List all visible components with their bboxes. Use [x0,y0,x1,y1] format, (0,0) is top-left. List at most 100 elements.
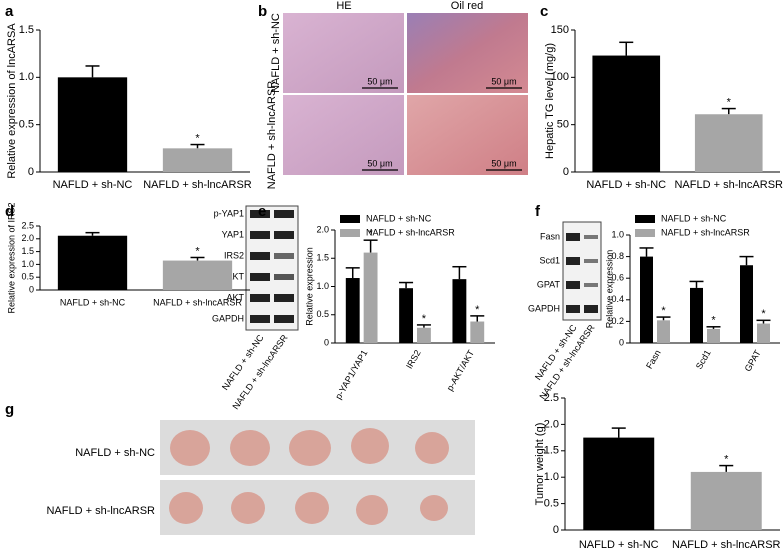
legend-label: NAFLD + sh-NC [366,213,432,223]
significance-mark: * [724,453,729,465]
y-tick-label: 2.5 [544,392,559,404]
protein-label: p-YAP1 [214,208,244,218]
y-tick-label: 0 [28,166,34,178]
y-tick-label: 1.5 [19,24,34,36]
protein-label: YAP1 [222,229,244,239]
x-tick-label: NAFLD + sh-lncARSR [674,179,783,191]
bar [399,288,413,343]
significance-mark: * [761,308,766,320]
y-tick-label: 150 [551,24,569,36]
micrograph [283,95,404,175]
panel-letter: b [258,3,267,20]
bar [583,437,655,530]
y-tick-label: 0 [324,337,329,347]
x-tick-label: p-YAP1/YAP1 [333,348,369,401]
y-tick-label: 1.0 [21,259,34,269]
y-tick-label: 1.0 [19,71,34,83]
significance-mark: * [368,228,373,240]
y-tick-label: 0 [619,337,624,347]
bar [162,260,233,290]
y-tick-label: 0 [29,284,34,294]
bar [757,323,770,343]
significance-mark: * [195,245,200,257]
bar [690,471,762,530]
y-axis-label: Relative expression of IRS2 [6,202,16,313]
lane-label: NAFLD + sh-NC [220,332,266,392]
legend-label: NAFLD + sh-lncARSR [661,227,750,237]
protein-label: GAPDH [528,303,560,313]
row-label: NAFLD + sh-lncARSR [46,505,155,517]
bar [470,321,485,343]
x-tick-label: NAFLD + sh-lncARSR [153,297,242,307]
significance-mark: * [661,305,666,317]
scale-bar-label: 50 μm [491,158,516,168]
bar [707,328,720,343]
y-tick-label: 2.5 [21,220,34,230]
y-tick-label: 2.0 [316,224,329,234]
significance-mark: * [422,313,427,325]
x-tick-label: NAFLD + sh-NC [586,179,666,191]
y-tick-label: 0.5 [19,119,34,131]
legend-label: NAFLD + sh-lncARSR [366,227,455,237]
significance-mark: * [195,132,200,144]
bar [452,279,467,343]
panel-letter: a [5,3,14,20]
x-tick-label: IRS2 [404,348,423,370]
protein-label: AKT [226,292,244,302]
y-tick-label: 0 [553,524,559,536]
y-tick-label: 1.5 [316,253,329,263]
y-tick-label: 0 [563,166,569,178]
x-tick-label: NAFLD + sh-NC [53,179,133,191]
x-tick-label: GPAT [743,348,763,373]
y-tick-label: 0.5 [316,309,329,319]
y-tick-label: 1.0 [611,229,624,239]
tumor-photo [160,420,475,535]
x-tick-label: NAFLD + sh-lncARSR [143,179,252,191]
protein-label: IRS2 [224,250,244,260]
panel-letter: e [258,203,266,220]
row-label: NAFLD + sh-lncARSR [266,81,278,190]
bar [694,114,763,172]
legend-swatch [340,215,360,223]
x-tick-label: NAFLD + sh-NC [60,297,126,307]
y-tick-label: 0.5 [21,272,34,282]
y-tick-label: 50 [557,119,569,131]
y-axis-label: Relative expression of lncARSA [6,23,18,179]
panel-letter: d [5,203,14,220]
x-tick-label: Fasn [644,348,663,370]
bar [592,55,661,173]
row-label: NAFLD + sh-NC [75,447,155,459]
legend-label: NAFLD + sh-NC [661,213,727,223]
significance-mark: * [475,304,480,316]
column-label: Oil red [451,0,483,12]
bar [657,320,670,343]
bar [417,327,431,343]
protein-label: GAPDH [212,313,244,323]
y-tick-label: 0.5 [544,498,559,510]
legend-swatch [340,229,360,237]
y-tick-label: 0.6 [611,273,624,283]
legend-swatch [635,229,655,237]
significance-mark: * [711,315,716,327]
column-label: HE [336,0,351,12]
scale-bar-label: 50 μm [367,76,392,86]
scale-bar-label: 50 μm [491,76,516,86]
bar [162,148,233,172]
x-tick-label: NAFLD + sh-NC [579,539,659,551]
y-tick-label: 0.8 [611,251,624,261]
y-tick-label: 100 [551,71,569,83]
y-tick-label: 1.0 [316,281,329,291]
significance-mark: * [727,96,732,108]
y-tick-label: 0.2 [611,316,624,326]
y-tick-label: 1.0 [544,471,559,483]
scale-bar-label: 50 μm [367,158,392,168]
western-blot [245,205,299,331]
row-label: NAFLD + sh-NC [270,13,282,93]
micrograph [407,95,528,175]
legend-swatch [635,215,655,223]
bar [640,256,653,343]
y-tick-label: 2.0 [544,418,559,430]
protein-label: Fasn [540,231,560,241]
